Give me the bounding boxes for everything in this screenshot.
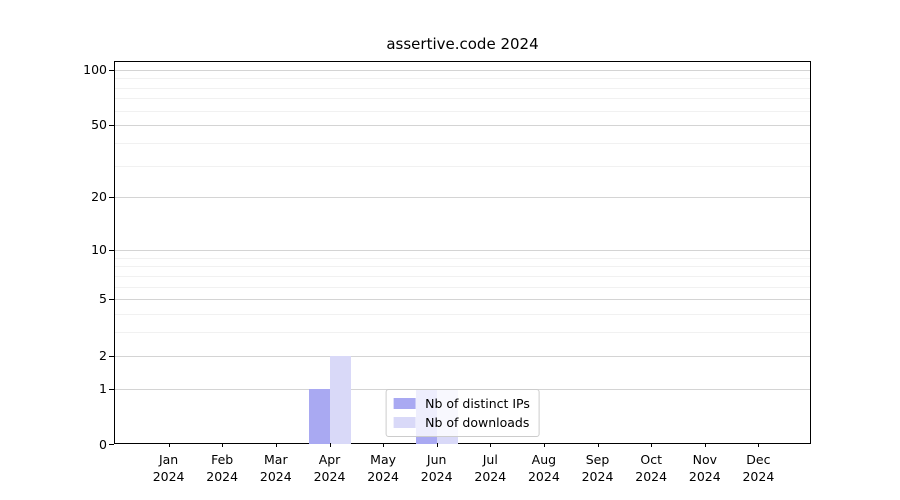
y-axis-tick: [109, 250, 114, 251]
legend-row: Nb of downloads: [393, 413, 530, 432]
x-axis-tick: [222, 443, 224, 447]
x-axis-tick: [383, 443, 385, 447]
legend-row: Nb of distinct IPs: [393, 394, 530, 413]
x-axis-tick: [597, 443, 599, 447]
x-axis-tick: [543, 443, 545, 447]
bar-downloads-apr: [329, 355, 351, 444]
major-gridline: [115, 355, 810, 357]
y-axis-tick: [109, 444, 114, 445]
x-tick-label-nov: Nov 2024: [688, 452, 721, 484]
x-axis-tick: [275, 443, 277, 447]
x-axis-tick: [651, 443, 653, 447]
minor-gridline: [115, 332, 810, 334]
x-tick-label-jan: Jan 2024: [152, 452, 185, 484]
minor-gridline: [115, 78, 810, 80]
legend: Nb of distinct IPs Nb of downloads: [385, 389, 540, 437]
x-tick-label-mar: Mar 2024: [259, 452, 292, 484]
x-tick-label-aug: Aug 2024: [527, 452, 560, 484]
x-axis-tick: [490, 443, 492, 447]
y-tick-label: 20: [91, 189, 107, 205]
x-tick-label-oct: Oct 2024: [635, 452, 668, 484]
y-tick-label: 100: [83, 61, 107, 77]
y-tick-label: 5: [99, 291, 107, 307]
y-tick-label: 50: [91, 117, 107, 133]
y-axis-tick: [109, 299, 114, 301]
legend-swatch-icon: [393, 417, 416, 428]
y-tick-label: 10: [91, 242, 107, 257]
x-axis-tick: [704, 443, 706, 447]
major-gridline: [115, 197, 810, 199]
minor-gridline: [115, 165, 810, 167]
y-axis-tick: [109, 125, 114, 127]
y-axis-tick: [109, 388, 114, 390]
y-tick-label: 0: [99, 437, 107, 452]
x-tick-label-dec: Dec 2024: [742, 452, 775, 484]
minor-gridline: [115, 286, 810, 288]
minor-gridline: [115, 87, 810, 89]
y-axis-tick: [109, 69, 114, 71]
plot-area: 0 1 2 5 10 20 50 100 Jan 2024 Feb 2024 Mar 2024 Apr 202…: [83, 61, 811, 484]
major-gridline: [115, 69, 810, 71]
minor-gridline: [115, 275, 810, 277]
major-gridline: [115, 299, 810, 301]
legend-label: Nb of distinct IPs: [425, 396, 530, 411]
bar-distinct-ips-apr: [308, 388, 330, 444]
y-axis-tick: [109, 355, 114, 357]
x-axis-tick: [436, 443, 438, 447]
minor-gridline: [115, 110, 810, 112]
x-tick-label-sep: Sep 2024: [581, 452, 614, 484]
legend-swatch-icon: [393, 398, 416, 409]
x-axis-tick: [168, 443, 170, 447]
minor-gridline: [115, 257, 810, 259]
minor-gridline: [115, 143, 810, 144]
major-gridline: [115, 125, 810, 127]
chart-title: assertive.code 2024: [386, 35, 539, 53]
x-tick-label-jul: Jul 2024: [474, 452, 507, 484]
x-tick-label-jun: Jun 2024: [420, 452, 453, 484]
major-gridline: [115, 250, 810, 251]
minor-gridline: [115, 98, 810, 100]
legend-label: Nb of downloads: [425, 415, 530, 430]
y-tick-label: 1: [99, 380, 107, 396]
x-axis-tick: [758, 443, 760, 447]
minor-gridline: [115, 266, 810, 268]
y-tick-label: 2: [99, 347, 107, 363]
y-axis-tick: [109, 197, 114, 199]
x-tick-label-feb: Feb 2024: [206, 452, 239, 484]
x-tick-label-may: May 2024: [367, 452, 399, 484]
x-axis-tick: [329, 443, 331, 447]
minor-gridline: [115, 314, 810, 316]
x-tick-label-apr: Apr 2024: [313, 452, 346, 484]
